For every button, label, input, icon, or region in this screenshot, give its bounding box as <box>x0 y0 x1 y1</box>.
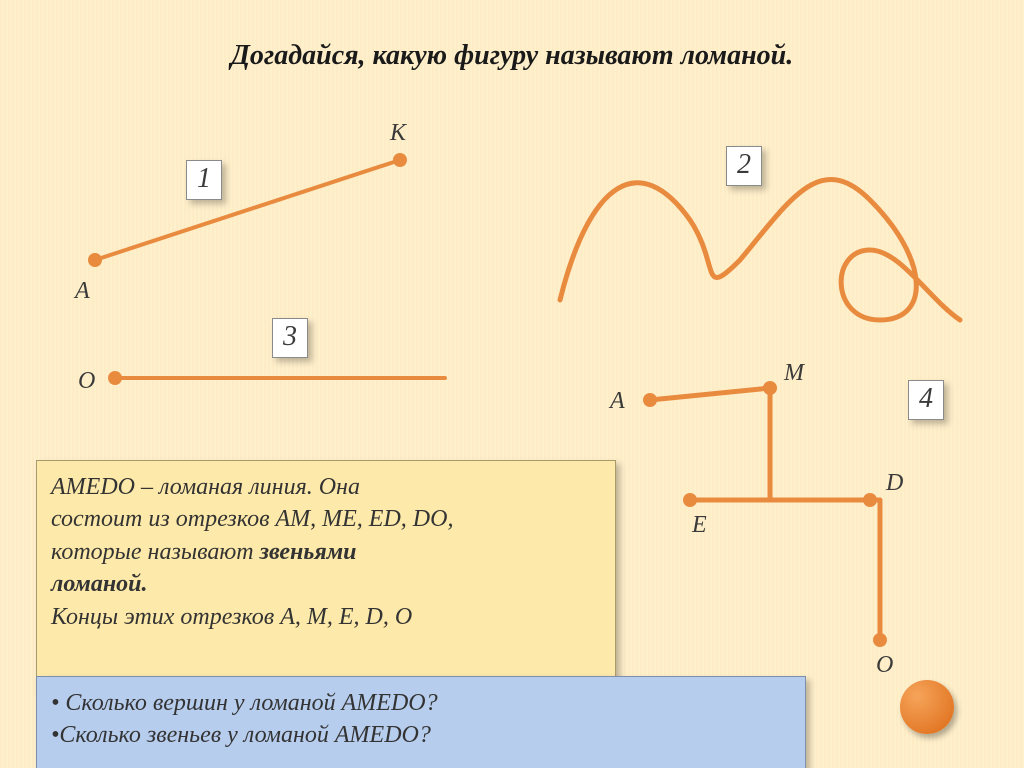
figure-number-1: 1 <box>186 160 222 200</box>
box1-line3b: звеньями <box>260 539 357 565</box>
point-label-O-4: О <box>876 652 893 679</box>
point-label-E-4: Е <box>692 512 707 539</box>
point-label-A-4: А <box>610 388 625 415</box>
box1-line3a: которые называют <box>51 539 260 565</box>
box2-line2: •Сколько звеньев у ломаной АМЕDО? <box>51 722 431 748</box>
box1-line1: АМЕDО – ломаная линия. Она <box>51 474 360 500</box>
slide-stage: Догадайся, какую фигуру называют ломаной… <box>0 0 1024 768</box>
point-label-K: К <box>390 120 406 147</box>
question-box: • Сколько вершин у ломаной АМЕDО? •Сколь… <box>36 676 806 768</box>
point-label-A-1: А <box>75 278 90 305</box>
box1-line5: Концы этих отрезков А, М, Е, D, О <box>51 604 412 630</box>
decorative-ball <box>900 680 954 734</box>
explanation-box: АМЕDО – ломаная линия. Она состоит из от… <box>36 460 616 692</box>
figure-number-4: 4 <box>908 380 944 420</box>
point-label-D-4: D <box>886 470 903 497</box>
figure-number-2: 2 <box>726 146 762 186</box>
box1-line2: состоит из отрезков АМ, МЕ, ЕD, DО, <box>51 506 453 532</box>
point-label-O-3: О <box>78 368 95 395</box>
point-label-M-4: М <box>784 360 804 387</box>
box1-line4: ломаной. <box>51 571 148 597</box>
figure-number-3: 3 <box>272 318 308 358</box>
box2-line1: • Сколько вершин у ломаной АМЕDО? <box>51 690 438 716</box>
